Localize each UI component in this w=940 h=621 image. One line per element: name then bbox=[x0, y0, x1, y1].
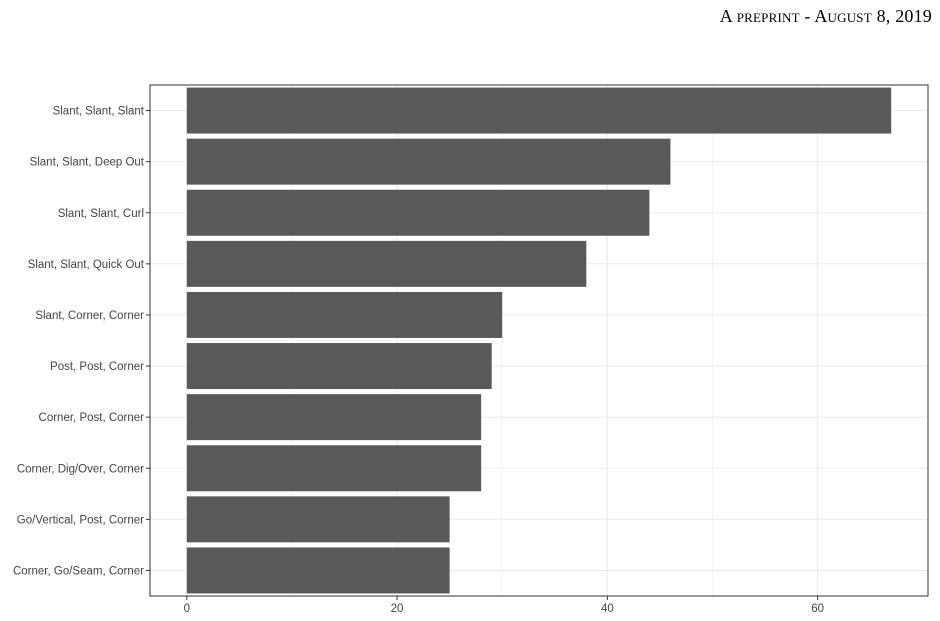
y-tick-label: Corner, Dig/Over, Corner bbox=[17, 463, 144, 475]
y-tick-label: Slant, Slant, Curl bbox=[58, 208, 144, 220]
bar bbox=[186, 291, 503, 338]
x-tick-label: 60 bbox=[811, 603, 824, 615]
y-tick-label: Slant, Slant, Quick Out bbox=[28, 259, 145, 271]
x-axis: 0 20 40 60 bbox=[184, 596, 824, 615]
bar bbox=[186, 189, 650, 236]
header-a: A bbox=[719, 6, 733, 26]
bar bbox=[186, 547, 450, 594]
bar bbox=[186, 87, 892, 134]
header-date: 8, 2019 bbox=[871, 6, 932, 26]
panel-border bbox=[149, 84, 929, 597]
bar bbox=[186, 343, 492, 390]
bar bbox=[186, 496, 450, 543]
y-axis: Slant, Slant, Slant Slant, Slant, Deep Ou… bbox=[13, 106, 150, 577]
bar bbox=[186, 394, 482, 441]
y-tick-label: Post, Post, Corner bbox=[50, 361, 144, 373]
x-tick-label: 20 bbox=[391, 603, 404, 615]
header-dash: - bbox=[799, 6, 815, 26]
y-tick-label: Slant, Corner, Corner bbox=[35, 310, 144, 322]
header-month-initial: A bbox=[814, 6, 828, 26]
bar bbox=[186, 445, 482, 492]
header-preprint: preprint bbox=[736, 10, 800, 25]
y-tick-label: Slant, Slant, Deep Out bbox=[30, 157, 145, 169]
bar bbox=[186, 240, 587, 287]
y-tick-label: Corner, Go/Seam, Corner bbox=[13, 565, 144, 577]
page-header: A preprint - August 8, 2019 bbox=[720, 6, 932, 27]
bars bbox=[186, 87, 892, 594]
bar bbox=[186, 138, 671, 185]
y-tick-label: Go/Vertical, Post, Corner bbox=[17, 514, 144, 526]
x-tick-label: 0 bbox=[184, 603, 190, 615]
y-tick-label: Slant, Slant, Slant bbox=[53, 106, 145, 118]
x-tick-label: 40 bbox=[601, 603, 614, 615]
y-tick-label: Corner, Post, Corner bbox=[39, 412, 145, 424]
header-month-rest: ugust bbox=[827, 10, 872, 25]
